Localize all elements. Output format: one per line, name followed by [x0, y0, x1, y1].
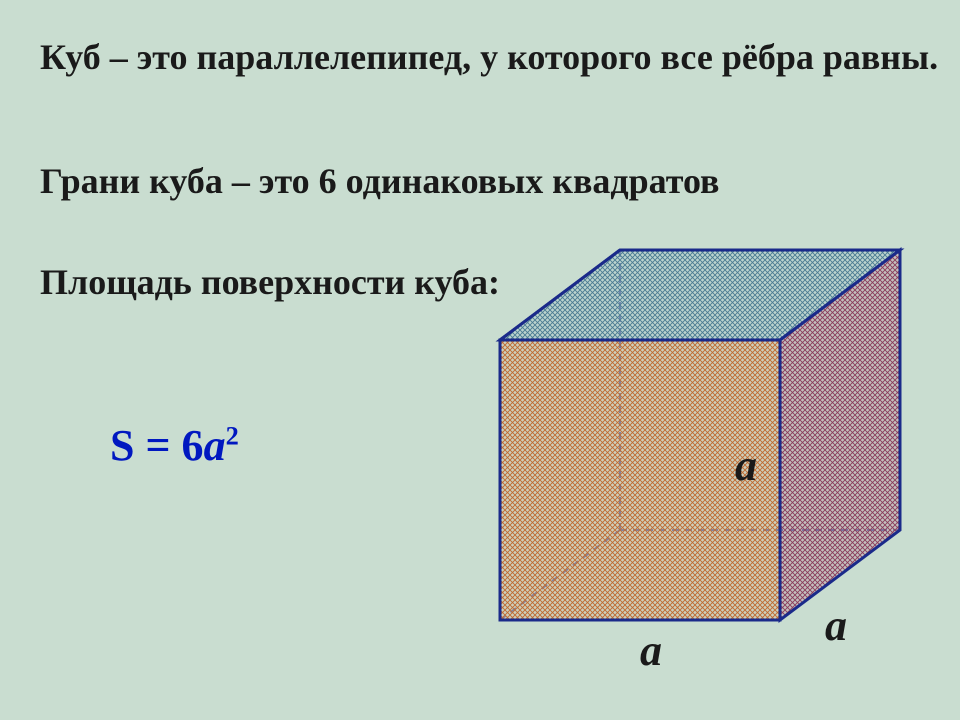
definition-text: Куб – это параллелепипед, у которого все…	[40, 35, 938, 80]
edge-label-right: a	[735, 441, 757, 490]
formula-var: a	[204, 421, 226, 470]
cube-diagram: a a a	[470, 220, 910, 680]
formula-exp: 2	[226, 420, 239, 450]
formula-s: S	[110, 421, 134, 470]
cube-svg: a a a	[470, 220, 910, 680]
faces-text: Грани куба – это 6 одинаковых квадратов	[40, 160, 719, 202]
edge-label-bottom: a	[640, 626, 662, 675]
edge-label-depth: a	[825, 601, 847, 650]
surface-area-formula: S = 6a2	[110, 420, 239, 471]
surface-area-label: Площадь поверхности куба:	[40, 260, 500, 305]
formula-eq: = 6	[134, 421, 203, 470]
